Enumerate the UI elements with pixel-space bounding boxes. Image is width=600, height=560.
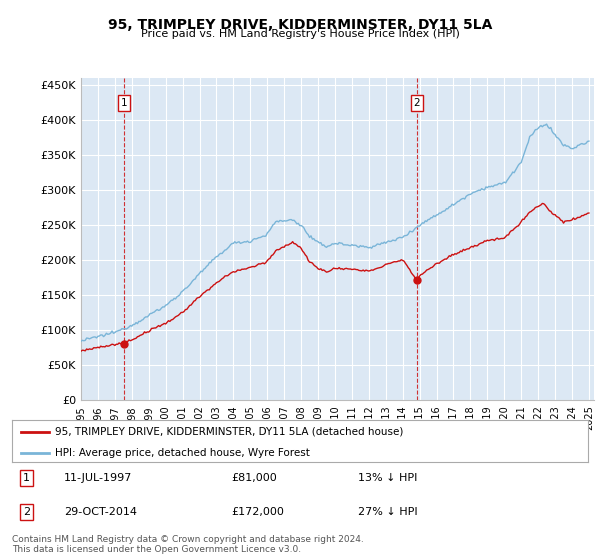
- Text: 29-OCT-2014: 29-OCT-2014: [64, 507, 137, 517]
- Text: 1: 1: [121, 98, 127, 108]
- Text: £81,000: £81,000: [231, 473, 277, 483]
- Text: 27% ↓ HPI: 27% ↓ HPI: [358, 507, 417, 517]
- Text: 95, TRIMPLEY DRIVE, KIDDERMINSTER, DY11 5LA (detached house): 95, TRIMPLEY DRIVE, KIDDERMINSTER, DY11 …: [55, 427, 404, 437]
- Text: Price paid vs. HM Land Registry's House Price Index (HPI): Price paid vs. HM Land Registry's House …: [140, 29, 460, 39]
- Text: 95, TRIMPLEY DRIVE, KIDDERMINSTER, DY11 5LA: 95, TRIMPLEY DRIVE, KIDDERMINSTER, DY11 …: [108, 18, 492, 32]
- Text: 11-JUL-1997: 11-JUL-1997: [64, 473, 132, 483]
- Text: 13% ↓ HPI: 13% ↓ HPI: [358, 473, 417, 483]
- Text: HPI: Average price, detached house, Wyre Forest: HPI: Average price, detached house, Wyre…: [55, 448, 310, 458]
- Text: £172,000: £172,000: [231, 507, 284, 517]
- Text: 2: 2: [23, 507, 30, 517]
- Text: 2: 2: [413, 98, 420, 108]
- Text: 1: 1: [23, 473, 30, 483]
- Text: Contains HM Land Registry data © Crown copyright and database right 2024.
This d: Contains HM Land Registry data © Crown c…: [12, 535, 364, 554]
